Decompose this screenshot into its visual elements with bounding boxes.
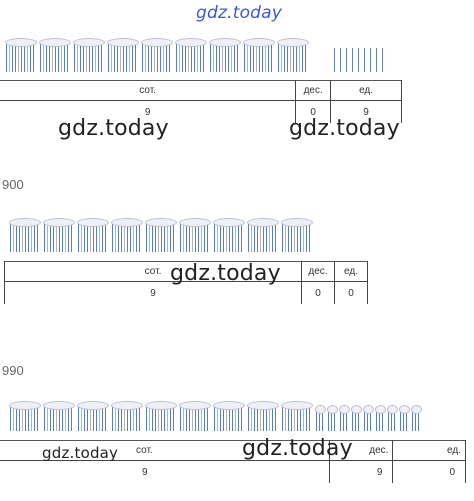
ten-bundle-icon	[327, 405, 338, 431]
number-label: 900	[2, 177, 24, 192]
header-tens: дес.	[295, 80, 332, 101]
hundred-bundle-icon	[213, 401, 245, 431]
hundred-bundle-icon	[141, 38, 173, 72]
hundred-bundle-icon	[247, 218, 279, 252]
single-stick-icon	[364, 48, 365, 72]
watermark: gdz.today	[170, 261, 281, 286]
value-hundreds: 9	[0, 460, 330, 483]
ten-bundle-icon	[411, 405, 422, 431]
hundred-bundle-icon	[277, 38, 309, 72]
hundred-bundle-icon	[281, 401, 313, 431]
header-units: ед.	[334, 261, 368, 282]
hundred-bundle-icon	[247, 401, 279, 431]
single-stick-icon	[346, 48, 347, 72]
value-tens: 0	[295, 100, 332, 123]
hundred-bundle-icon	[281, 218, 313, 252]
hundred-bundle-icon	[179, 401, 211, 431]
hundred-bundle-icon	[9, 401, 41, 431]
ten-bundle-icon	[387, 405, 398, 431]
watermark: gdz.today	[42, 444, 119, 462]
hundred-bundle-icon	[111, 401, 143, 431]
ten-bundle-icon	[315, 405, 326, 431]
value-units: 9	[330, 100, 402, 123]
stick-illustration	[5, 38, 388, 72]
hundred-bundle-icon	[145, 401, 177, 431]
number-label: 990	[2, 363, 24, 378]
hundred-bundle-icon	[77, 401, 109, 431]
hundred-bundle-icon	[111, 218, 143, 252]
header-tens: дес.	[328, 440, 394, 461]
single-stick-icon	[382, 48, 383, 72]
hundred-bundle-icon	[43, 401, 75, 431]
header-hundreds: сот.	[0, 440, 330, 461]
ten-bundle-icon	[375, 405, 386, 431]
place-value-table: сот. дес. ед. 9 9 0	[0, 440, 466, 483]
hundred-bundle-icon	[243, 38, 275, 72]
header-hundreds: сот.	[0, 80, 297, 101]
hundred-bundle-icon	[9, 218, 41, 252]
value-units: 0	[392, 460, 466, 483]
hundred-bundle-icon	[175, 38, 207, 72]
hundred-bundle-icon	[39, 38, 71, 72]
single-stick-icon	[340, 48, 341, 72]
ten-bundle-icon	[339, 405, 350, 431]
hundred-bundle-icon	[179, 218, 211, 252]
hundred-bundle-icon	[107, 38, 139, 72]
hundred-bundle-icon	[209, 38, 241, 72]
single-stick-icon	[352, 48, 353, 72]
value-units: 0	[334, 281, 368, 304]
hundred-bundle-icon	[73, 38, 105, 72]
hundred-bundle-icon	[145, 218, 177, 252]
single-stick-icon	[376, 48, 377, 72]
watermark: gdz.today	[242, 436, 353, 461]
single-stick-icon	[334, 48, 335, 72]
hundred-bundle-icon	[5, 38, 37, 72]
watermark: gdz.today	[289, 116, 400, 141]
ten-bundle-icon	[351, 405, 362, 431]
header-tens: дес.	[301, 261, 335, 282]
place-value-table: сот. дес. ед. 9 0 9	[0, 80, 402, 123]
value-tens: 0	[301, 281, 335, 304]
stick-illustration	[9, 401, 424, 431]
stick-illustration	[9, 218, 316, 252]
hundred-bundle-icon	[213, 218, 245, 252]
place-value-table: сот. дес. ед. 9 0 0	[4, 261, 368, 304]
single-stick-icon	[358, 48, 359, 72]
header-units: ед.	[330, 80, 402, 101]
value-hundreds: 9	[0, 100, 297, 123]
hundred-bundle-icon	[43, 218, 75, 252]
watermark: gdz.today	[58, 116, 169, 141]
header-units: ед.	[392, 440, 466, 461]
single-stick-icon	[370, 48, 371, 72]
hundred-bundle-icon	[77, 218, 109, 252]
watermark-top: gdz.today	[196, 3, 283, 23]
ten-bundle-icon	[399, 405, 410, 431]
ten-bundle-icon	[363, 405, 374, 431]
value-tens: 9	[328, 460, 394, 483]
